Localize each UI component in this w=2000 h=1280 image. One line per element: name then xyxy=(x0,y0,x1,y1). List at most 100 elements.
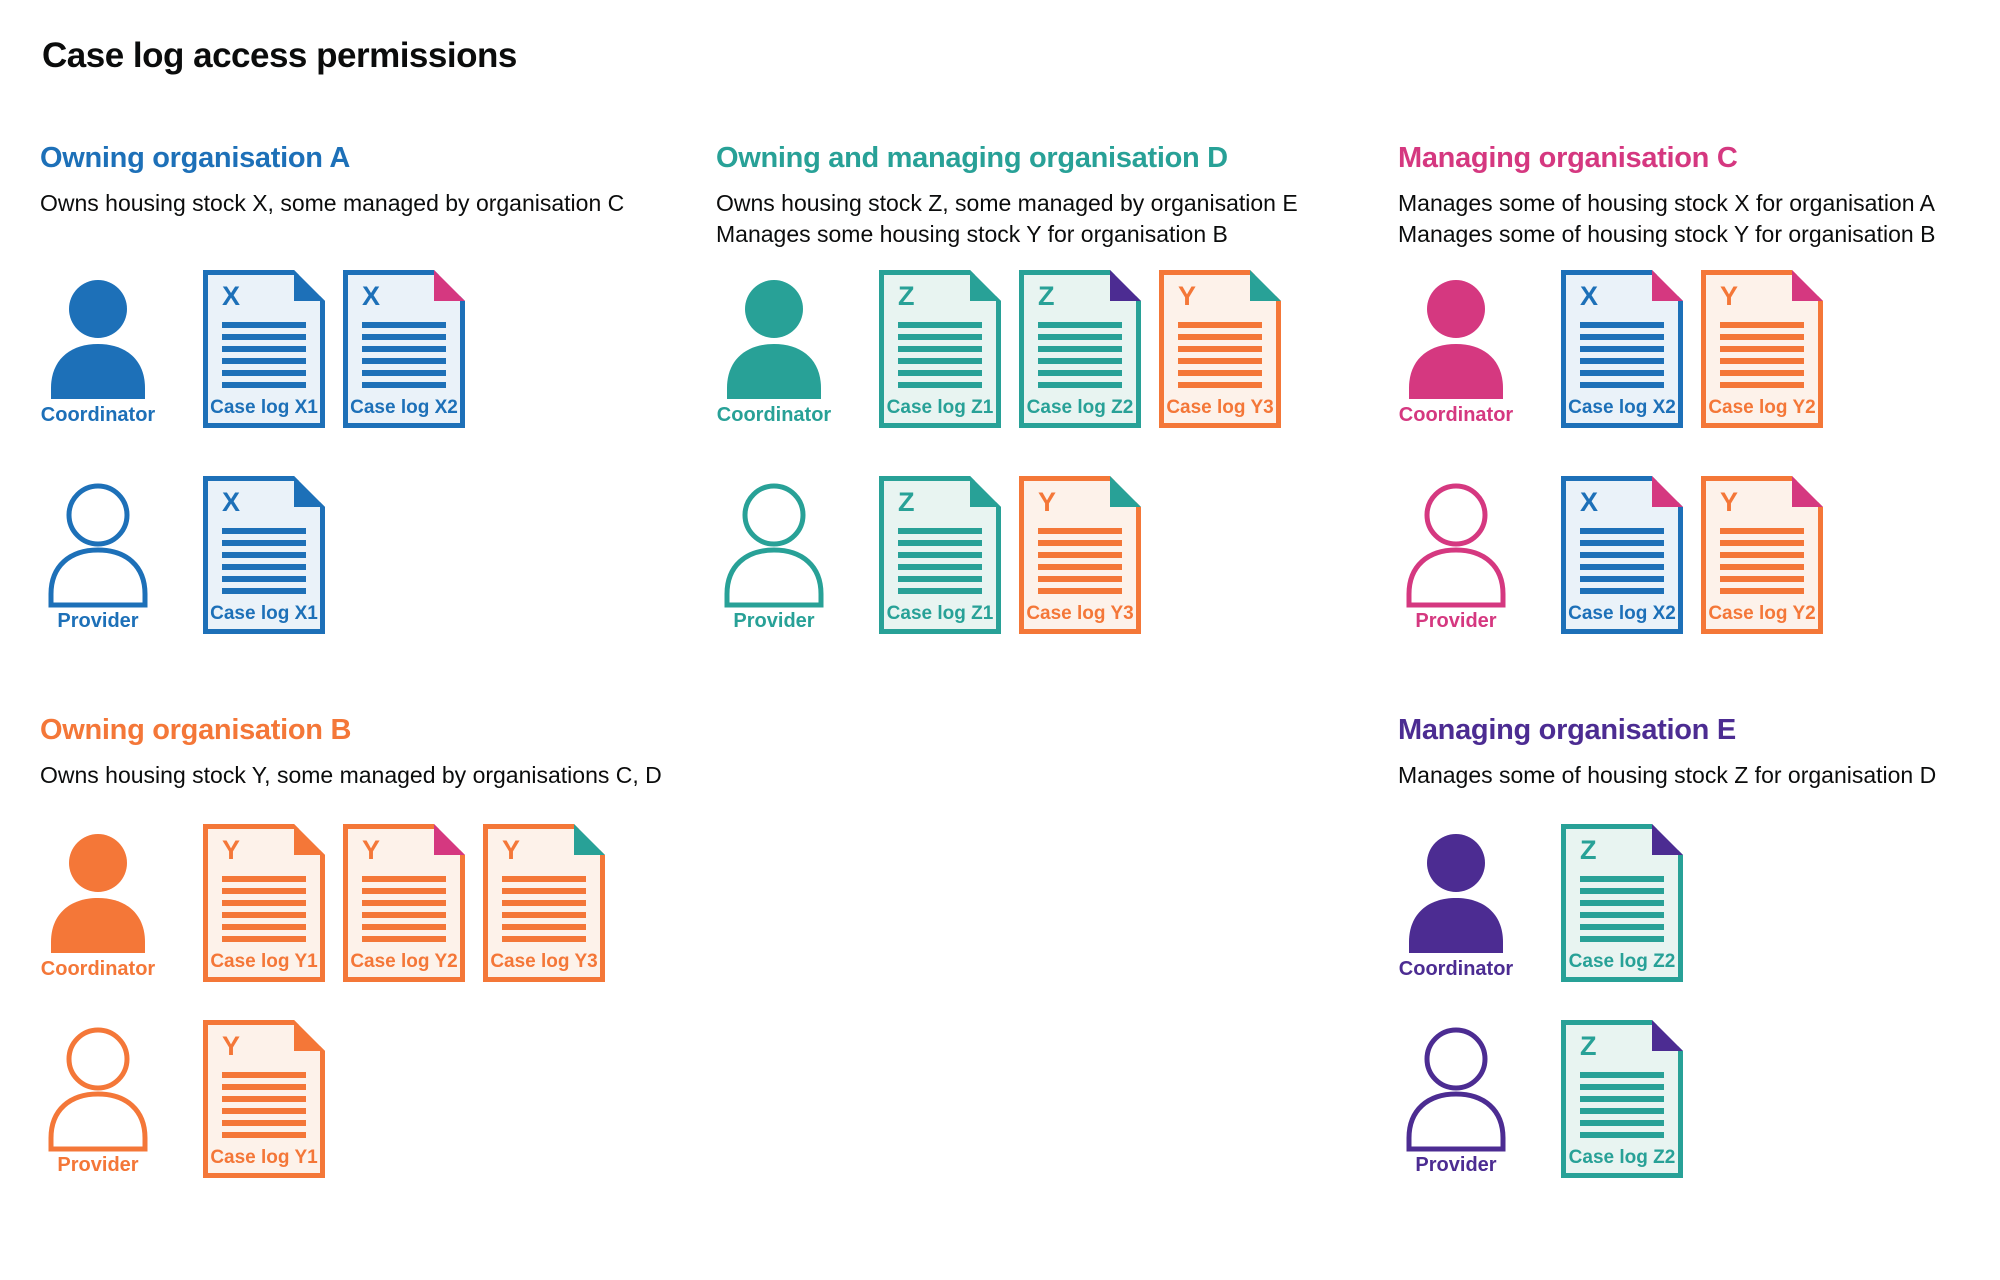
doc-text-line xyxy=(1720,552,1804,558)
doc-text-line xyxy=(1720,358,1804,364)
doc-page: X Case log X2 xyxy=(1561,270,1683,428)
doc-text-line xyxy=(1580,564,1664,570)
doc-page: Z Case log Z2 xyxy=(1019,270,1141,428)
doc-stock-letter: Z xyxy=(1580,835,1597,865)
doc-text-line xyxy=(1580,322,1664,328)
provider-person-icon xyxy=(1406,483,1506,608)
doc-label: Case log X1 xyxy=(210,603,318,624)
org-section-org-b: Owning organisation B Owns housing stock… xyxy=(40,712,700,1272)
doc-text-line xyxy=(1720,576,1804,582)
doc-text-line xyxy=(1038,322,1122,328)
doc-text-line xyxy=(1580,358,1664,364)
case-log-doc: Z Case log Z1 xyxy=(879,270,1001,428)
doc-text-line xyxy=(222,1096,306,1102)
person-role-label: Provider xyxy=(733,610,815,632)
doc-stock-letter: Y xyxy=(1720,487,1739,517)
doc-text-line xyxy=(362,924,446,930)
doc-text-lines xyxy=(1580,876,1664,948)
doc-text-line xyxy=(1580,1072,1664,1078)
doc-label: Case log Z2 xyxy=(1026,397,1134,418)
doc-text-line xyxy=(898,322,982,328)
doc-label: Case log Y3 xyxy=(1166,397,1274,418)
case-log-doc: Y Case log Y3 xyxy=(1019,476,1141,634)
org-description-line: Manages some of housing stock X for orga… xyxy=(1398,190,1935,216)
doc-page: Z Case log Z2 xyxy=(1561,824,1683,982)
doc-text-line xyxy=(1580,1132,1664,1138)
doc-stock-letter: X xyxy=(222,487,241,517)
coordinator-figure: Coordinator xyxy=(41,830,155,982)
doc-text-line xyxy=(222,1084,306,1090)
doc-text-line xyxy=(222,912,306,918)
doc-text-line xyxy=(1720,540,1804,546)
doc-label: Case log Y3 xyxy=(490,951,598,972)
folded-corner-icon xyxy=(970,270,1001,301)
doc-text-line xyxy=(898,382,982,388)
doc-text-line xyxy=(362,936,446,942)
case-log-doc: X Case log X2 xyxy=(1561,270,1683,428)
case-log-doc: Y Case log Y2 xyxy=(1701,270,1823,428)
doc-text-line xyxy=(898,370,982,376)
doc-text-line xyxy=(1720,322,1804,328)
case-log-doc: X Case log X2 xyxy=(1561,476,1683,634)
doc-text-line xyxy=(1038,576,1122,582)
doc-text-line xyxy=(1580,528,1664,534)
doc-text-line xyxy=(1580,382,1664,388)
doc-text-line xyxy=(222,876,306,882)
doc-page: Z Case log Z1 xyxy=(879,476,1001,634)
case-log-docs: Z Case log Z1 Y Case log Y3 xyxy=(879,476,1141,634)
coordinator-row: Coordinator X Case log X2 Y Case log Y2 xyxy=(1398,270,2000,440)
doc-text-line xyxy=(502,912,586,918)
doc-text-line xyxy=(1580,576,1664,582)
provider-figure: Provider xyxy=(48,482,148,634)
doc-text-line xyxy=(1720,588,1804,594)
doc-text-line xyxy=(1038,358,1122,364)
case-log-docs: Z Case log Z1 Z Case log Z2 Y Case log Y3 xyxy=(879,270,1281,428)
case-log-doc: Y Case log Y1 xyxy=(203,1020,325,1178)
coordinator-person-icon xyxy=(51,834,145,953)
doc-text-line xyxy=(502,876,586,882)
doc-text-line xyxy=(362,900,446,906)
coordinator-row: Coordinator Y Case log Y1 Y Case log Y2 Y Case… xyxy=(40,824,700,994)
folded-corner-icon xyxy=(434,270,465,301)
doc-text-line xyxy=(1580,1108,1664,1114)
doc-text-lines xyxy=(898,528,982,600)
case-log-doc: Y Case log Y2 xyxy=(343,824,465,982)
folded-corner-icon xyxy=(1110,270,1141,301)
doc-text-lines xyxy=(362,322,446,394)
doc-text-line xyxy=(502,936,586,942)
person-role-label: Coordinator xyxy=(1398,958,1514,980)
doc-text-line xyxy=(222,564,306,570)
case-log-docs: X Case log X1 X Case log X2 xyxy=(203,270,465,428)
case-log-doc: Y Case log Y3 xyxy=(1159,270,1281,428)
doc-stock-letter: Y xyxy=(362,835,381,865)
doc-text-line xyxy=(362,334,446,340)
doc-label: Case log Y3 xyxy=(1026,603,1134,624)
doc-text-lines xyxy=(898,322,982,394)
folded-corner-icon xyxy=(1250,270,1281,301)
doc-text-line xyxy=(1580,876,1664,882)
doc-text-line xyxy=(502,900,586,906)
provider-figure: Provider xyxy=(48,1026,148,1178)
case-log-doc: Y Case log Y3 xyxy=(483,824,605,982)
doc-label: Case log Y2 xyxy=(350,951,458,972)
provider-row: Provider X Case log X1 xyxy=(40,476,700,646)
folded-corner-icon xyxy=(294,1020,325,1051)
doc-text-lines xyxy=(222,322,306,394)
doc-text-line xyxy=(1720,382,1804,388)
folded-corner-icon xyxy=(1652,270,1683,301)
doc-text-line xyxy=(222,370,306,376)
doc-label: Case log Y1 xyxy=(210,1147,318,1168)
case-log-doc: X Case log X1 xyxy=(203,476,325,634)
coordinator-row: Coordinator X Case log X1 X Case log X2 xyxy=(40,270,700,440)
coordinator-person-icon xyxy=(51,280,145,399)
person-role-label: Coordinator xyxy=(40,404,156,426)
doc-text-line xyxy=(1720,370,1804,376)
doc-label: Case log Z2 xyxy=(1568,1147,1676,1168)
doc-text-line xyxy=(222,528,306,534)
folded-corner-icon xyxy=(1792,476,1823,507)
doc-text-line xyxy=(1580,1120,1664,1126)
doc-text-lines xyxy=(1038,322,1122,394)
doc-text-line xyxy=(222,540,306,546)
case-log-docs: X Case log X2 Y Case log Y2 xyxy=(1561,270,1823,428)
doc-text-line xyxy=(1038,564,1122,570)
